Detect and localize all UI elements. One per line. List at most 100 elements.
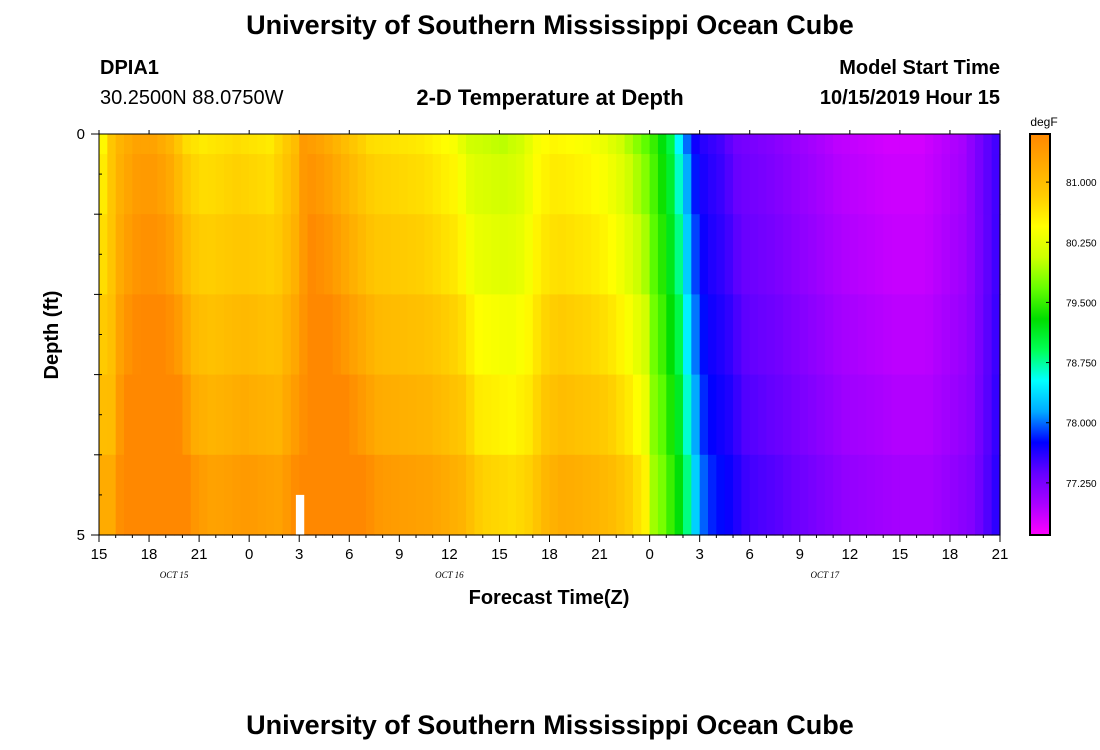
heatmap-cell [924, 134, 934, 155]
heatmap-cell [232, 454, 242, 536]
heatmap-cell [482, 214, 492, 295]
heatmap-cell [507, 374, 517, 456]
heatmap-cell [265, 374, 275, 456]
heatmap-cell [549, 214, 559, 295]
heatmap-cell [516, 154, 526, 215]
heatmap-cell [733, 294, 742, 376]
heatmap-cell [733, 454, 742, 536]
heatmap-cell [257, 134, 267, 155]
heatmap-cell [149, 454, 158, 536]
heatmap-cell [349, 454, 359, 536]
heatmap-cell [399, 454, 409, 536]
heatmap-cell [240, 154, 250, 215]
heatmap-cell [274, 154, 284, 215]
heatmap-cell [983, 454, 993, 536]
heatmap-cell [107, 294, 117, 376]
heatmap-cell [182, 134, 192, 155]
heatmap-cell [908, 134, 918, 155]
heatmap-cell [849, 134, 859, 155]
heatmap-cell [924, 294, 934, 376]
heatmap-cell [507, 294, 517, 376]
heatmap-cell [674, 214, 684, 295]
heatmap-cell [966, 214, 976, 295]
heatmap-cell [591, 134, 601, 155]
heatmap-cell [691, 374, 701, 456]
heatmap-cell [908, 154, 918, 215]
heatmap-cell [190, 294, 200, 376]
heatmap-cell [499, 154, 509, 215]
heatmap-cell [657, 374, 667, 456]
heatmap-cell [991, 134, 1001, 155]
heatmap-cell [449, 454, 459, 536]
heatmap-cell [315, 154, 325, 215]
heatmap-cell [107, 134, 117, 155]
heatmap-cell [132, 374, 142, 456]
heatmap-cell [416, 454, 425, 536]
heatmap-cell [966, 294, 976, 376]
heatmap-cell [190, 374, 200, 456]
heatmap-cell [157, 294, 167, 376]
heatmap-cell [457, 134, 467, 155]
heatmap-cell [549, 294, 559, 376]
heatmap-cell [457, 454, 467, 536]
heatmap-cell [774, 294, 784, 376]
heatmap-cell [140, 214, 150, 295]
heatmap-cell [466, 214, 476, 295]
x-tick-label: 6 [345, 546, 353, 563]
heatmap-cell [407, 454, 417, 536]
heatmap-cell [499, 454, 509, 536]
heatmap-cell [541, 154, 551, 215]
heatmap-cell [274, 374, 284, 456]
heatmap-cell [941, 294, 951, 376]
x-tick-label: 15 [91, 546, 108, 563]
heatmap-cell [349, 294, 359, 376]
heatmap-cell [174, 134, 184, 155]
heatmap-cell [966, 134, 976, 155]
heatmap-cell [657, 134, 667, 155]
heatmap-cell [449, 374, 459, 456]
heatmap-cell [724, 454, 734, 536]
x-tick-label: 9 [796, 546, 804, 563]
heatmap-cell [599, 214, 609, 295]
heatmap-cell [390, 454, 400, 536]
heatmap-cell [107, 214, 117, 295]
heatmap-cell [933, 154, 943, 215]
heatmap-cell [958, 214, 968, 295]
heatmap-cell [557, 454, 567, 536]
heatmap-cell [315, 454, 325, 536]
heatmap-cell [899, 454, 909, 536]
heatmap-cell [758, 454, 767, 536]
heatmap-cell [616, 374, 626, 456]
heatmap-cell [916, 134, 926, 155]
heatmap-cell [674, 134, 684, 155]
heatmap-cell [474, 294, 484, 376]
heatmap-cell [974, 294, 984, 376]
heatmap-cell [307, 154, 317, 215]
model-start-label: Model Start Time [839, 57, 1000, 79]
heatmap-cell [332, 294, 342, 376]
heatmap-cell [749, 154, 759, 215]
heatmap-cell [140, 294, 150, 376]
heatmap-cell [574, 214, 584, 295]
heatmap-cell [908, 294, 918, 376]
heatmap-cell [699, 154, 709, 215]
heatmap-cell [582, 154, 592, 215]
heatmap-cell [274, 294, 284, 376]
heatmap-cell [783, 454, 793, 536]
heatmap-cell [482, 374, 492, 456]
heatmap-cell [966, 154, 976, 215]
heatmap-cell [99, 134, 108, 155]
heatmap-cell [224, 154, 234, 215]
heatmap-cells [99, 134, 1001, 536]
heatmap-cell [382, 374, 392, 456]
heatmap-cell [365, 214, 375, 295]
heatmap-cell [165, 214, 175, 295]
heatmap-cell [916, 154, 926, 215]
heatmap-cell [399, 154, 409, 215]
heatmap-cell [207, 154, 217, 215]
heatmap-cell [874, 454, 884, 536]
heatmap-cell [783, 294, 793, 376]
heatmap-cell [958, 454, 968, 536]
heatmap-cell [933, 294, 943, 376]
heatmap-cell [441, 374, 450, 456]
